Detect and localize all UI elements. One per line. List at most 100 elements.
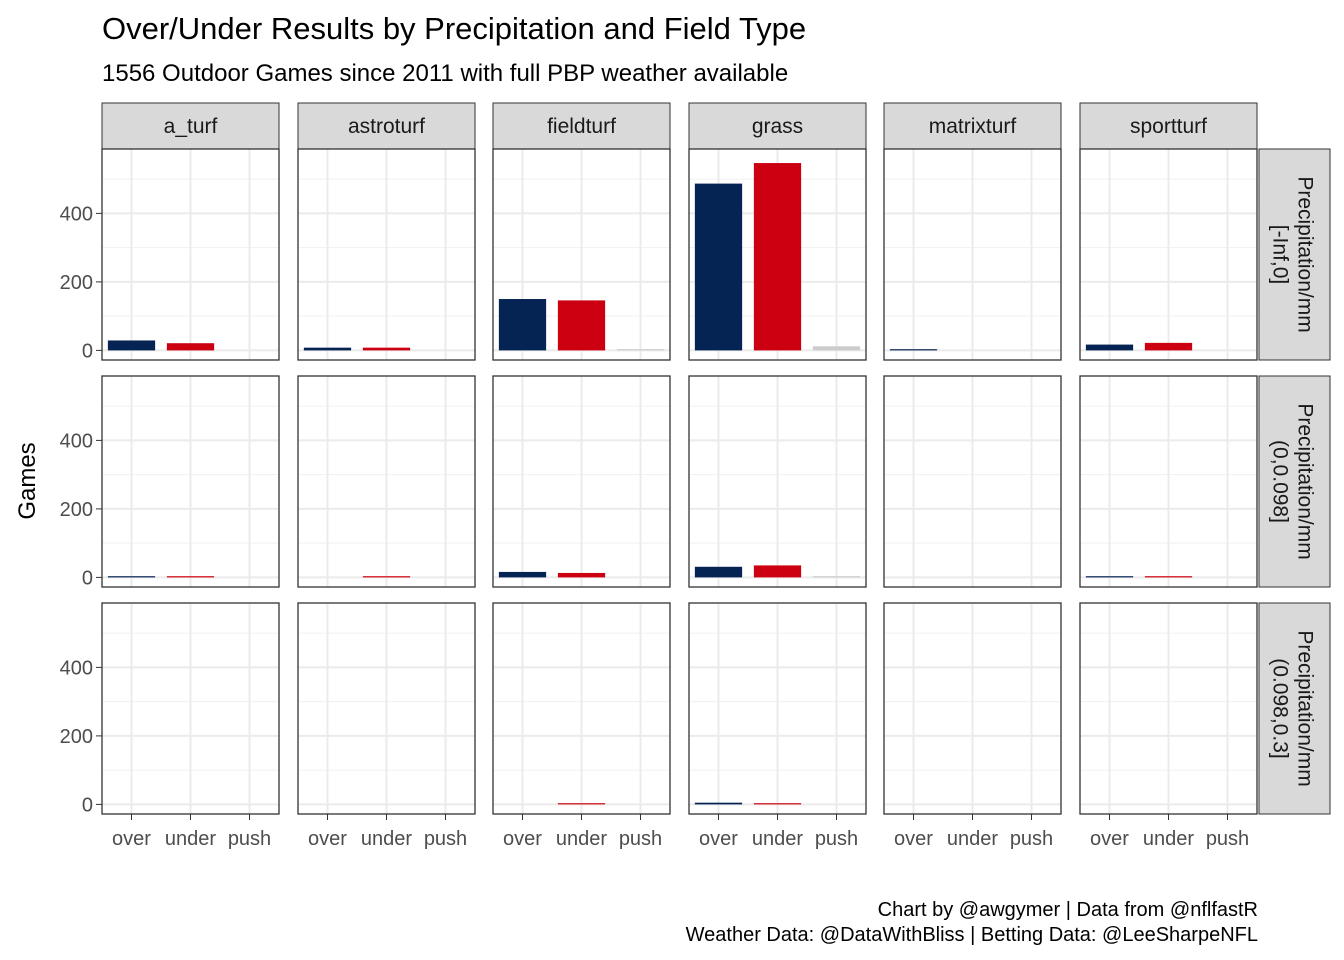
bar-fieldturf-row1-push (616, 349, 665, 351)
bar-fieldturf-row2-under (557, 572, 606, 578)
x-tick-label-push: push (228, 828, 271, 850)
y-tick-label: 0 (82, 567, 93, 589)
panel-border (101, 148, 280, 361)
x-tick-label-under: under (752, 828, 803, 850)
panel-fieldturf-row-3 (492, 602, 671, 815)
bar-grass-row2-over (694, 566, 743, 578)
row-strip-label-line1: Precipitation/mm (1294, 630, 1317, 786)
bar-astroturf-row1-over (303, 347, 352, 351)
bar-fieldturf-row3-under (557, 803, 606, 805)
x-tick-label-over: over (503, 828, 542, 850)
panel-matrixturf-row-3 (883, 602, 1062, 815)
bar-sportturf-row1-over (1085, 344, 1134, 351)
row-strip-1 (1258, 148, 1331, 361)
facet-strip-sportturf (1079, 102, 1258, 150)
panel-border (297, 148, 476, 361)
x-tick-label-push: push (1010, 828, 1053, 850)
bar-fieldturf-row1-under (557, 300, 606, 351)
x-tick-label-push: push (424, 828, 467, 850)
bar-sportturf-row2-under (1144, 576, 1193, 578)
row-strip-label-line2: [-Inf,0] (1269, 225, 1292, 285)
panel-border (101, 375, 280, 588)
panel-fieldturf-row-2 (492, 375, 671, 588)
bar-grass-row3-over (694, 802, 743, 805)
panel-border (883, 375, 1062, 588)
row-strip-label-1: Precipitation/mm[-Inf,0] (1269, 176, 1317, 332)
facet-strip-grass (688, 102, 867, 150)
bar-grass-row1-under (753, 163, 802, 351)
row-strip-label-line2: (0,0.098] (1269, 440, 1292, 523)
facet-strip-label-astroturf: astroturf (348, 115, 425, 138)
panel-sportturf-row-3 (1079, 602, 1258, 815)
panel-border (688, 148, 867, 361)
x-tick-label-over: over (699, 828, 738, 850)
bar-a_turf-row2-under (166, 576, 215, 578)
x-tick-label-under: under (1143, 828, 1194, 850)
panel-grass-row-2 (688, 375, 867, 588)
y-axis-label: Games (14, 442, 41, 519)
bar-astroturf-row2-under (362, 576, 411, 578)
panel-fieldturf-row-1 (492, 148, 671, 361)
y-tick-label: 0 (82, 794, 93, 816)
bar-sportturf-row2-over (1085, 576, 1134, 578)
panel-grass-row-1 (688, 148, 867, 361)
panel-sportturf-row-1 (1079, 148, 1258, 361)
panel-a_turf-row-3 (101, 602, 280, 815)
caption-line-2: Weather Data: @DataWithBliss | Betting D… (686, 924, 1258, 946)
bar-fieldturf-row2-over (498, 571, 547, 578)
x-tick-label-over: over (112, 828, 151, 850)
bar-grass-row3-under (753, 803, 802, 805)
bar-a_turf-row1-over (107, 340, 156, 351)
panel-border (297, 375, 476, 588)
x-tick-label-over: over (894, 828, 933, 850)
facet-strip-label-fieldturf: fieldturf (547, 115, 616, 138)
row-strip-2 (1258, 375, 1331, 588)
row-strip-label-line1: Precipitation/mm (1294, 403, 1317, 559)
row-strip-3 (1258, 602, 1331, 815)
bar-grass-row2-under (753, 565, 802, 578)
y-tick-label: 200 (60, 726, 93, 748)
y-tick-label: 200 (60, 272, 93, 294)
y-tick-label: 200 (60, 499, 93, 521)
x-tick-label-push: push (619, 828, 662, 850)
caption-line-1: Chart by @awgymer | Data from @nflfastR (878, 899, 1258, 921)
bar-grass-row1-over (694, 183, 743, 351)
facet-strip-fieldturf (492, 102, 671, 150)
panel-border (688, 375, 867, 588)
x-tick-label-under: under (165, 828, 216, 850)
facet-strip-label-sportturf: sportturf (1130, 115, 1207, 138)
panel-matrixturf-row-2 (883, 375, 1062, 588)
panel-astroturf-row-1 (297, 148, 476, 361)
bar-matrixturf-row1-over (889, 349, 938, 351)
y-tick-label: 400 (60, 657, 93, 679)
facet-panels: a_turf astroturf fieldturf grass matrixturf s… (60, 102, 1331, 850)
x-tick-label-push: push (815, 828, 858, 850)
facet-strip-label-a_turf: a_turf (164, 115, 218, 138)
panel-border (1079, 148, 1258, 361)
bar-grass-row1-push (812, 346, 861, 351)
chart-title: Over/Under Results by Precipitation and … (102, 11, 806, 46)
panel-border (1079, 375, 1258, 588)
panel-sportturf-row-2 (1079, 375, 1258, 588)
panel-grass-row-3 (688, 602, 867, 815)
x-tick-label-under: under (361, 828, 412, 850)
bar-fieldturf-row1-over (498, 299, 547, 351)
panel-border (883, 148, 1062, 361)
row-strip-label-line2: (0.098,0.3] (1269, 658, 1292, 758)
row-strip-label-2: Precipitation/mm(0,0.098] (1269, 403, 1317, 559)
bar-a_turf-row2-over (107, 576, 156, 578)
facet-strip-matrixturf (883, 102, 1062, 150)
chart-subtitle: 1556 Outdoor Games since 2011 with full … (102, 60, 788, 87)
panel-matrixturf-row-1 (883, 148, 1062, 361)
panel-a_turf-row-1 (101, 148, 280, 361)
x-tick-label-push: push (1206, 828, 1249, 850)
x-tick-label-over: over (308, 828, 347, 850)
bar-astroturf-row1-under (362, 347, 411, 351)
facet-strip-a_turf (101, 102, 280, 150)
y-tick-label: 0 (82, 340, 93, 362)
x-tick-label-under: under (947, 828, 998, 850)
bar-grass-row2-push (812, 576, 861, 578)
y-tick-label: 400 (60, 430, 93, 452)
panel-a_turf-row-2 (101, 375, 280, 588)
